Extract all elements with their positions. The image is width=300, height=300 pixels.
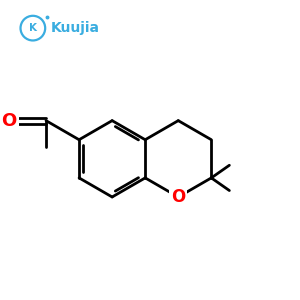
Text: Kuujia: Kuujia [50, 21, 100, 35]
Text: O: O [171, 188, 185, 206]
Text: K: K [29, 23, 37, 33]
Text: O: O [2, 112, 17, 130]
